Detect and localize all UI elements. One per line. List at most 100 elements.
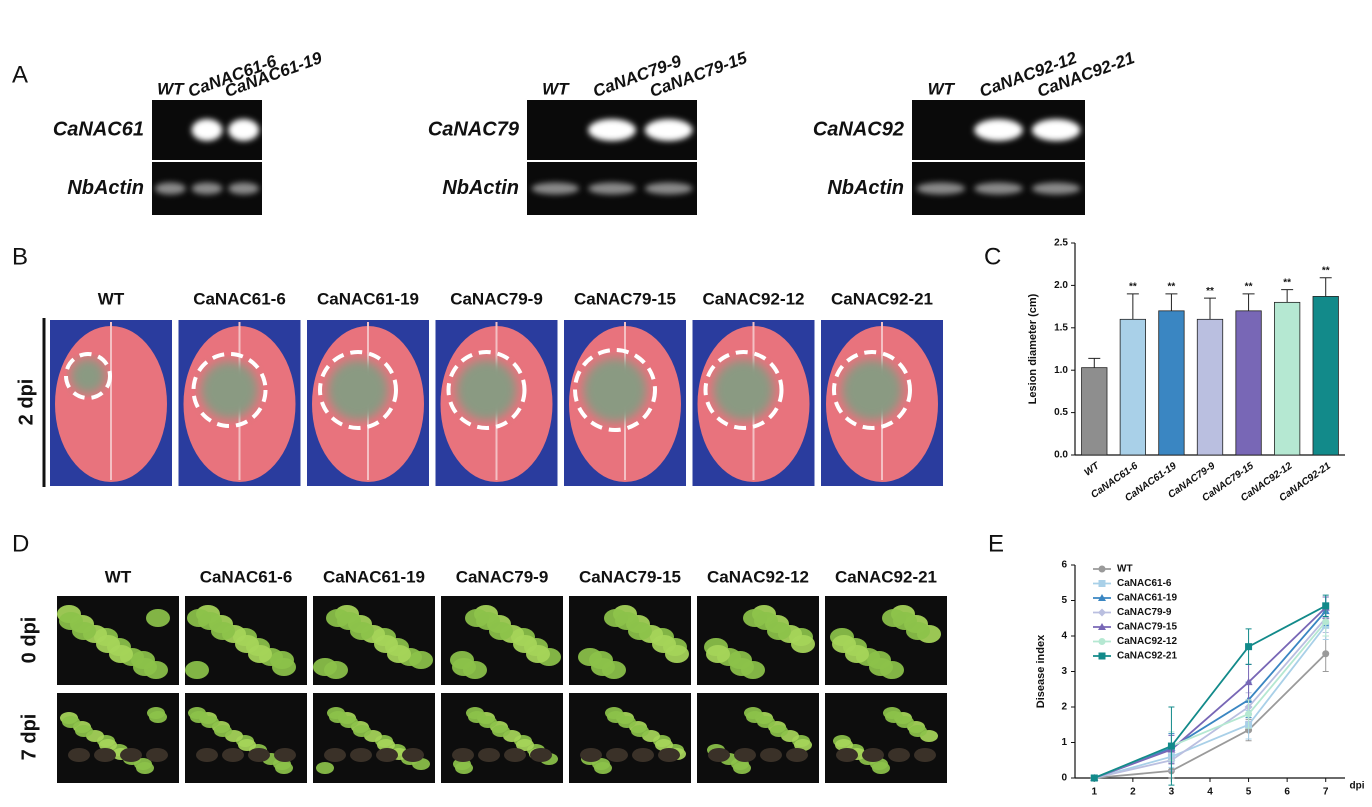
legend-marker (1098, 565, 1106, 573)
gel-row-label: CaNAC61 (53, 118, 144, 140)
gel-band (1031, 182, 1081, 195)
pot (632, 748, 654, 762)
gel-band (588, 119, 636, 141)
pot (350, 748, 372, 762)
gel-band (588, 182, 636, 195)
plant-leaf (146, 609, 170, 627)
plant-leaf (133, 658, 157, 676)
gel-band (228, 119, 260, 141)
gel-row-label: NbActin (442, 177, 519, 199)
column-label: CaNAC92-21 (831, 289, 933, 308)
pot (120, 748, 142, 762)
gel-row-label: NbActin (827, 177, 904, 199)
plant-leaf (733, 762, 751, 774)
pot (376, 748, 398, 762)
y-tick-label: 0.0 (1054, 450, 1068, 461)
x-tick-label: 4 (1207, 787, 1213, 798)
plant-leaf (72, 622, 96, 640)
plant-photo (569, 693, 691, 783)
y-tick-label: 0 (1061, 773, 1067, 784)
plant-leaf (353, 725, 371, 737)
lane-label: WT (928, 79, 956, 98)
y-tick-label: 1.0 (1054, 365, 1068, 376)
plant-leaf (187, 609, 211, 627)
pot (862, 748, 884, 762)
pot (658, 748, 680, 762)
plant-leaf (275, 762, 293, 774)
gel-row-label: NbActin (67, 177, 144, 199)
legend-marker (1098, 580, 1106, 587)
pot (606, 748, 628, 762)
plant-leaf (767, 622, 791, 640)
significance: ** (1322, 265, 1330, 276)
pot (478, 748, 500, 762)
column-label: CaNAC92-12 (707, 567, 809, 586)
plant-leaf (329, 711, 347, 723)
y-tick-label: 2.5 (1054, 238, 1068, 249)
bar (1196, 318, 1224, 456)
plant-leaf (607, 711, 625, 723)
y-tick-label: 3 (1061, 666, 1067, 677)
row-label: 2 dpi (15, 379, 37, 426)
series-line (1093, 605, 1327, 779)
bar (1235, 310, 1262, 456)
plant-leaf (377, 739, 395, 751)
plant-leaf (882, 609, 906, 627)
pot (530, 748, 552, 762)
plant-leaf (770, 725, 788, 737)
x-tick-label: 2 (1130, 787, 1136, 798)
y-tick-label: 4 (1061, 631, 1067, 642)
pot (68, 748, 90, 762)
y-tick-label: 2 (1061, 702, 1067, 713)
plant-leaf (594, 762, 612, 774)
plant-leaf (468, 711, 486, 723)
significance: ** (1283, 277, 1291, 288)
pot (274, 748, 296, 762)
plant-leaf (326, 609, 350, 627)
plant-leaf (99, 739, 117, 751)
plant-leaf (665, 645, 689, 663)
point (1322, 650, 1330, 658)
lesion (200, 361, 259, 419)
plant-leaf (316, 762, 334, 774)
plant-photo (57, 693, 179, 783)
plant-leaf (109, 645, 133, 663)
plant-leaf (492, 725, 510, 737)
series-line (1094, 624, 1327, 779)
pot (914, 748, 936, 762)
column-label: CaNAC92-21 (835, 567, 937, 586)
panel-label: B (12, 243, 28, 270)
plant-leaf (604, 609, 628, 627)
plant-leaf (62, 716, 80, 728)
lesion (327, 359, 389, 421)
plant-leaf (743, 609, 767, 627)
gel-band (974, 119, 1023, 141)
legend-label: CaNAC92-21 (1117, 651, 1177, 662)
pot (734, 748, 756, 762)
pot (222, 748, 244, 762)
plant-leaf (628, 622, 652, 640)
x-tick-label: 1 (1092, 787, 1098, 798)
column-label: CaNAC79-15 (574, 289, 676, 308)
plant-leaf (906, 622, 930, 640)
lesion-outline (703, 350, 784, 430)
gel-band (974, 182, 1023, 195)
plant-leaf (185, 661, 209, 679)
x-tick-label: 7 (1323, 787, 1329, 798)
lesion (456, 359, 517, 421)
gel-row-label: CaNAC79 (428, 118, 520, 140)
plant-leaf (190, 711, 208, 723)
error-bar (1204, 297, 1216, 320)
legend-marker (1098, 594, 1106, 601)
legend-marker (1098, 638, 1106, 645)
point (1244, 678, 1253, 686)
column-label: CaNAC79-15 (579, 567, 681, 586)
plant-leaf (248, 645, 272, 663)
bar (1312, 296, 1339, 456)
y-tick-label: 2.0 (1054, 280, 1068, 291)
panel-label: A (12, 61, 28, 88)
y-axis-label: Lesion diameter (cm) (1027, 293, 1039, 404)
gel-band (531, 182, 580, 195)
pot (836, 748, 858, 762)
plant-leaf (516, 739, 534, 751)
